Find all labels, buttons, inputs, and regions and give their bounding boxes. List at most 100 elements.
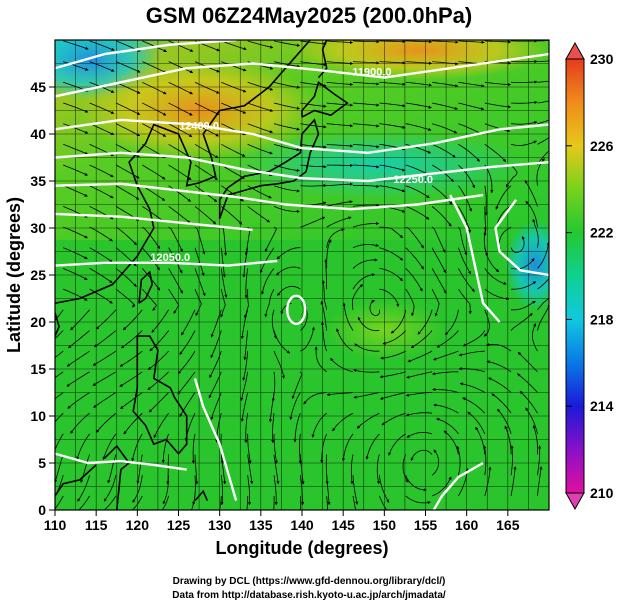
streamline: [458, 226, 468, 256]
streamline: [300, 123, 327, 129]
streamline: [55, 350, 64, 359]
height-contour: [494, 199, 549, 277]
streamline: [89, 247, 113, 263]
streamline: [417, 309, 433, 335]
streamline: [168, 268, 183, 294]
streamline: [142, 164, 166, 180]
streamline: [431, 226, 446, 253]
colorbar-tick-label: 214: [590, 398, 614, 414]
streamline: [93, 330, 117, 348]
streamline: [402, 454, 409, 483]
streamline: [320, 321, 328, 352]
streamline: [168, 123, 193, 137]
streamline: [243, 330, 249, 361]
streamline: [369, 300, 380, 316]
streamline: [261, 268, 275, 295]
colorbar-tick-label: 218: [590, 311, 614, 327]
streamline: [300, 40, 327, 46]
streamline: [148, 392, 169, 413]
x-tick-label: 140: [290, 517, 314, 533]
streamline: [161, 495, 169, 510]
streamline: [247, 143, 273, 155]
streamline: [221, 206, 243, 225]
streamline: [93, 392, 117, 408]
streamline: [168, 247, 183, 274]
y-tick-label: 0: [38, 502, 46, 518]
streamline: [194, 143, 219, 159]
streamline: [326, 40, 354, 45]
streamline: [379, 288, 400, 308]
streamline: [436, 417, 459, 435]
streamline: [516, 373, 538, 393]
streamline: [431, 449, 440, 476]
streamline: [352, 475, 359, 505]
streamline: [300, 61, 327, 67]
streamline: [119, 371, 143, 387]
streamline: [78, 495, 90, 510]
contour-closed-low: [286, 294, 307, 325]
streamline: [168, 81, 193, 95]
streamline: [537, 304, 549, 331]
streamline: [510, 236, 525, 253]
streamline: [115, 226, 137, 246]
y-tick-label: 20: [30, 314, 46, 330]
streamline: [89, 288, 113, 304]
streamline: [168, 288, 180, 314]
streamline: [244, 268, 249, 299]
streamline: [276, 266, 301, 276]
coastline: [218, 118, 320, 219]
streamline: [537, 241, 549, 269]
credit-data: Data from http://database.rish.kyoto-u.a…: [172, 590, 446, 601]
streamline: [537, 445, 542, 476]
streamline: [354, 343, 380, 352]
streamline: [142, 123, 167, 137]
x-tick-label: 120: [126, 517, 150, 533]
streamline: [458, 164, 475, 189]
streamline: [379, 392, 406, 400]
streamline: [525, 201, 538, 228]
coastline: [317, 40, 328, 79]
streamline: [491, 393, 512, 414]
streamline: [537, 100, 549, 104]
streamline: [273, 81, 301, 89]
streamline: [220, 268, 228, 298]
streamline: [475, 426, 486, 455]
streamline: [63, 185, 88, 197]
streamline: [142, 61, 167, 74]
streamline: [405, 185, 430, 199]
streamline: [194, 226, 206, 255]
streamline: [210, 309, 222, 338]
streamline: [350, 454, 354, 485]
coastline: [55, 40, 311, 304]
streamline: [405, 102, 432, 109]
streamline: [336, 328, 354, 352]
streamline: [483, 206, 487, 237]
streamline: [458, 247, 471, 275]
streamline: [136, 454, 143, 485]
streamline: [462, 397, 486, 414]
streamline: [55, 309, 64, 322]
streamline: [405, 247, 424, 270]
streamline: [326, 182, 354, 187]
streamline: [151, 309, 169, 333]
coastline: [138, 270, 154, 304]
streamline: [379, 81, 406, 86]
contour-labels: 11900.0 12050.0 12400.0 12250.0: [150, 67, 433, 264]
x-tick-label: 150: [373, 517, 397, 533]
streamline: [55, 433, 64, 451]
streamline: [194, 247, 205, 277]
streamline: [484, 164, 494, 194]
streamline: [120, 392, 143, 410]
streamline: [221, 61, 247, 72]
streamline: [194, 102, 220, 115]
streamline: [484, 123, 511, 133]
streamline: [510, 445, 514, 476]
streamline: [390, 309, 407, 334]
streamline: [89, 185, 114, 199]
streamline: [484, 40, 512, 44]
streamline: [405, 40, 433, 44]
colorbar-min-arrow: [565, 492, 585, 511]
streamline: [352, 495, 357, 510]
streamline: [115, 185, 140, 200]
contour-label: 12050.0: [150, 252, 190, 264]
